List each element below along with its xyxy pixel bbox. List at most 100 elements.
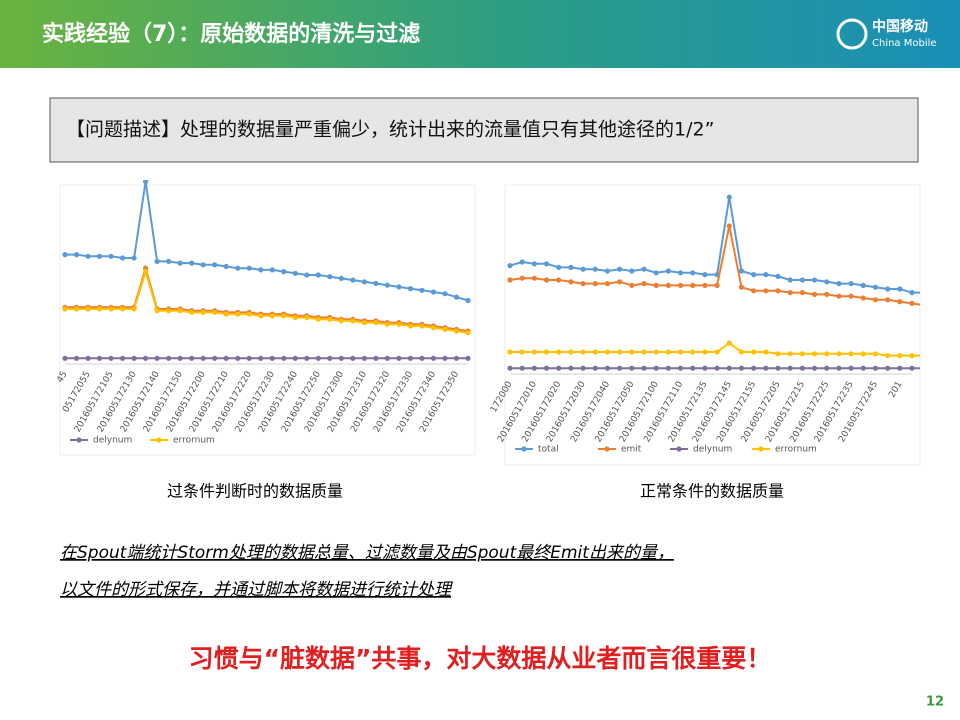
legend-dot [676,446,682,452]
point [617,266,623,272]
point [465,355,471,361]
point [897,286,903,292]
point [507,263,513,269]
point [665,349,671,355]
point [629,365,635,371]
point [96,306,103,312]
point [108,306,114,312]
point [143,180,149,185]
point [246,265,252,271]
note-line: 在Spout端统计Storm处理的数据总量、过滤数量及由Spout最终Emit出… [60,543,674,563]
point [531,349,537,355]
point [85,253,91,259]
plot-frame [504,184,921,466]
point [223,311,229,317]
point [885,353,891,359]
point [629,349,635,355]
point [143,355,149,361]
point [96,355,103,361]
point [430,355,437,361]
point [189,260,195,266]
point [568,365,574,371]
point [453,355,460,361]
point [465,330,471,336]
legend-dot [758,446,764,452]
point [189,355,195,361]
point [824,291,830,297]
point [96,253,103,259]
plot [507,194,939,371]
point [531,261,537,267]
point [507,277,513,283]
point [246,311,252,317]
point [885,365,891,371]
point [848,351,854,357]
point [85,355,91,361]
point [690,349,696,355]
point [677,282,684,288]
point [430,325,437,331]
point [641,349,647,355]
point [407,286,414,292]
point [531,275,537,281]
point [119,306,126,312]
point [922,303,927,308]
point [726,194,732,200]
page-number: 12 [926,695,944,710]
point [246,355,252,361]
point [702,365,708,371]
point [677,349,684,355]
point [269,355,275,361]
point [848,293,854,299]
point [212,309,218,315]
point [775,365,781,371]
point [154,355,160,361]
point [556,277,562,283]
point [653,365,659,371]
point [580,349,586,355]
point [131,306,137,312]
point [327,274,333,280]
point [934,292,939,297]
point [690,365,696,371]
point [281,313,287,319]
point [787,290,793,296]
point [824,351,830,357]
point [714,365,720,371]
point [212,262,218,268]
point [799,351,805,357]
point [604,268,611,274]
point [543,365,550,371]
point [315,355,321,361]
point [592,365,598,371]
point [714,282,720,288]
point [258,313,264,319]
point [507,349,513,355]
point [885,286,891,292]
point [872,365,879,371]
logo-en: China Mobile [872,38,937,49]
point [629,268,635,274]
point [836,293,842,299]
point [350,355,356,361]
point [617,365,623,371]
conclusion: 习惯与“脏数据”共事，对大数据从业者而言很重要！ [189,644,772,673]
point [177,355,183,361]
point [62,306,68,312]
legend-label: errornum [173,436,215,446]
point [108,253,114,259]
point [292,355,298,361]
point [235,311,241,317]
point [922,290,927,295]
point [396,355,402,361]
point [775,288,781,294]
point [934,366,939,371]
point [384,282,390,288]
point [235,355,241,361]
point [787,277,793,283]
point [568,279,574,285]
point [738,349,745,355]
point [580,266,586,272]
point [338,318,344,324]
point [543,349,550,355]
